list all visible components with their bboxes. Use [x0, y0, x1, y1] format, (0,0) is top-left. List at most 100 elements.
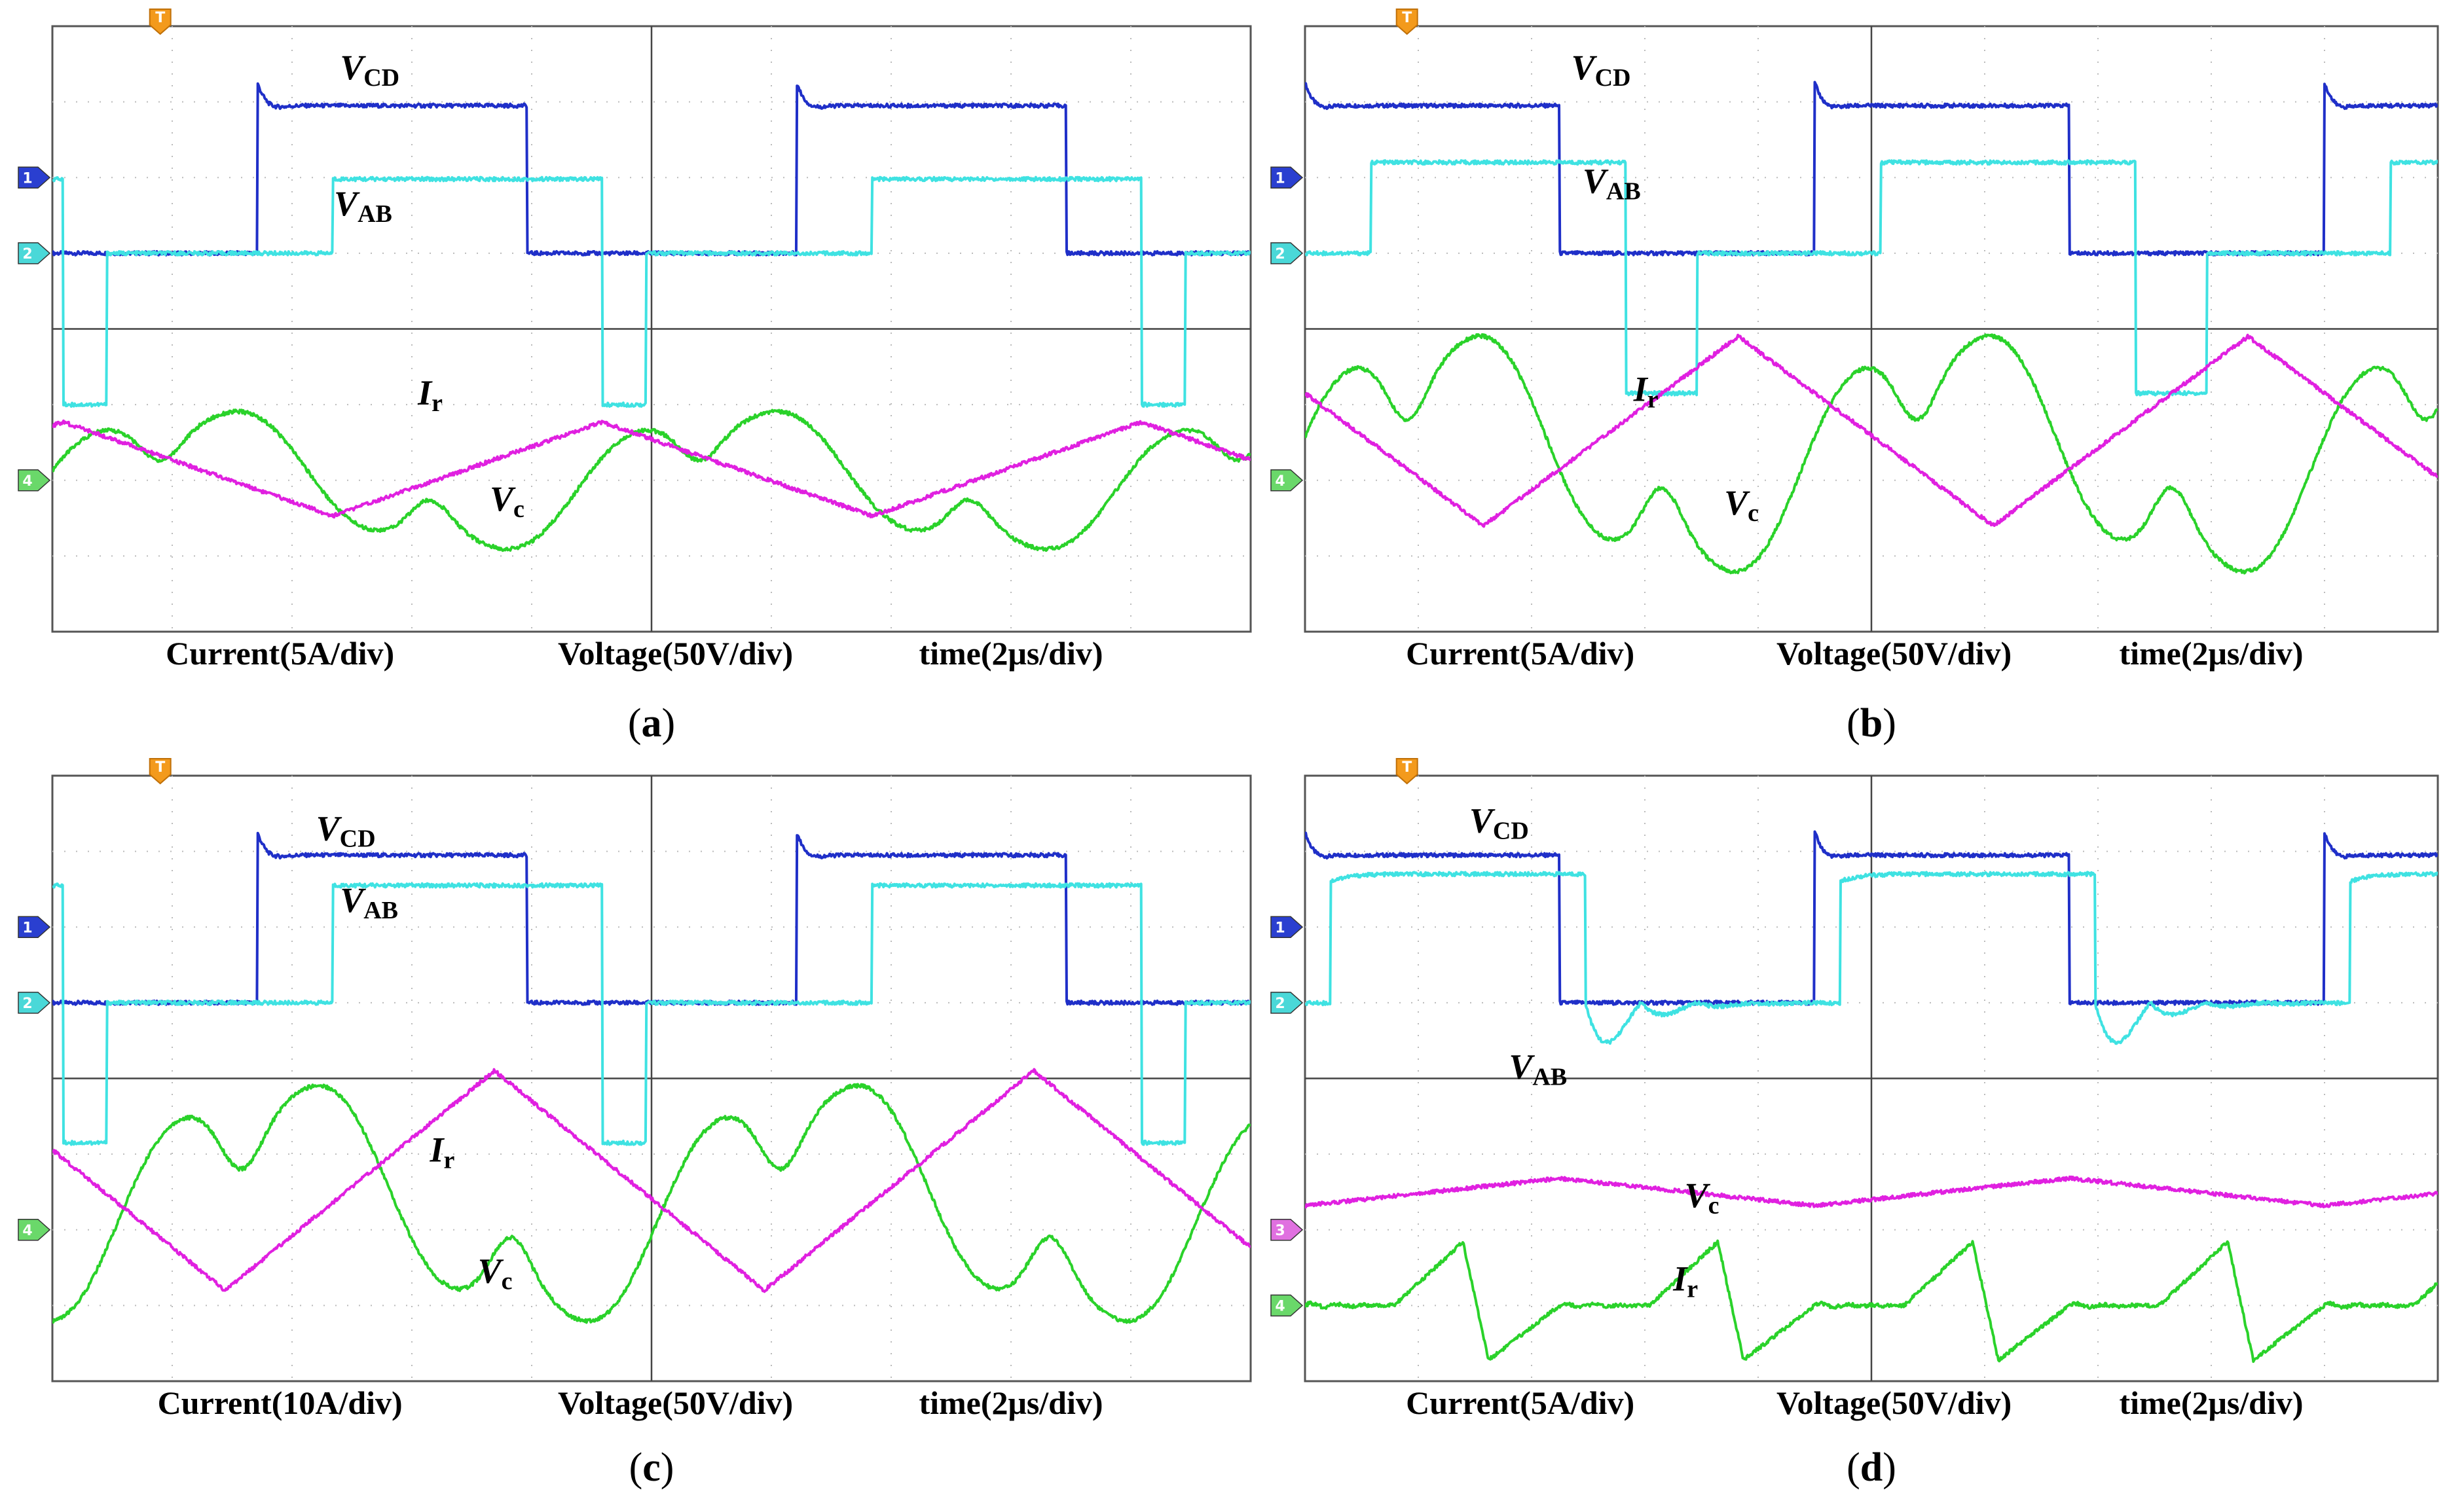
trace-label-sub: c	[502, 1268, 513, 1295]
trace-label-vab: VAB	[1509, 1047, 1567, 1091]
trace-label-vc: Vc	[1685, 1176, 1719, 1219]
trace-label-main: V	[1572, 48, 1598, 87]
trigger-label: T	[155, 10, 165, 26]
scale-readout-1: Voltage(50V/div)	[558, 635, 793, 672]
trigger-marker: T	[149, 9, 172, 35]
trace-vc	[52, 419, 1251, 519]
trigger-marker: T	[1395, 758, 1418, 785]
trace-label-vab: VAB	[1583, 161, 1641, 205]
trace-label-main: V	[1469, 801, 1496, 840]
trace-label-vcd: VCD	[1469, 801, 1529, 845]
trace-label-vcd: VCD	[316, 808, 376, 852]
trace-ir	[1305, 1239, 2438, 1364]
channel-marker-2: 2	[1270, 992, 1304, 1014]
trace-label-sub: AB	[363, 897, 398, 924]
trace-label-vab: VAB	[340, 880, 398, 924]
channel-marker-1: 1	[18, 916, 51, 938]
channel-marker-label: 3	[1275, 1223, 1285, 1239]
scale-readout-0: Current(5A/div)	[1406, 635, 1634, 672]
trace-vab	[52, 175, 1251, 408]
scale-readout-2: time(2μs/div)	[919, 1384, 1103, 1421]
trace-label-sub: AB	[358, 200, 392, 228]
channel-marker-2: 2	[18, 992, 51, 1014]
scale-readout-0: Current(10A/div)	[158, 1384, 403, 1421]
channel-marker-3: 3	[1270, 1219, 1304, 1241]
trace-label-main: V	[490, 479, 516, 518]
trace-label-sub: r	[1647, 386, 1659, 413]
trace-label-vab: VAB	[334, 184, 392, 228]
channel-marker-label: 4	[1275, 1298, 1285, 1314]
trigger-marker: T	[149, 758, 172, 785]
trace-label-main: V	[1583, 161, 1609, 200]
trace-label-vc: Vc	[490, 479, 524, 523]
channel-marker-4: 4	[18, 1219, 51, 1241]
trace-label-main: V	[334, 184, 360, 223]
panel-caption: (b)	[1847, 701, 1896, 746]
trace-label-sub: r	[443, 1147, 454, 1174]
trigger-label: T	[1402, 10, 1412, 26]
trace-label-main: V	[1724, 483, 1750, 522]
scale-readout-1: Voltage(50V/div)	[558, 1384, 793, 1421]
trace-label-sub: AB	[1606, 177, 1641, 205]
trace-label-sub: CD	[363, 64, 399, 92]
channel-marker-2: 2	[18, 242, 51, 264]
trace-label-sub: AB	[1532, 1064, 1567, 1091]
scale-readout-2: time(2μs/div)	[919, 635, 1103, 672]
channel-marker-label: 1	[22, 170, 32, 187]
trace-label-main: I	[417, 373, 433, 412]
trace-vab	[52, 882, 1251, 1146]
trace-vc	[1305, 1175, 2438, 1209]
channel-marker-4: 4	[1270, 1294, 1304, 1317]
channel-marker-1: 1	[1270, 166, 1304, 189]
trigger-marker: T	[1395, 9, 1418, 35]
channel-marker-4: 4	[18, 469, 51, 492]
trace-label-sub: r	[432, 389, 443, 417]
trace-label-sub: CD	[1595, 64, 1631, 92]
trace-label-sub: c	[1748, 499, 1759, 527]
scale-readout-2: time(2μs/div)	[2119, 1384, 2303, 1421]
trigger-label: T	[1402, 759, 1412, 776]
panel-caption: (c)	[629, 1445, 674, 1490]
trace-label-sub: c	[1708, 1192, 1719, 1219]
trace-label-main: V	[478, 1252, 504, 1291]
channel-marker-label: 2	[1275, 246, 1285, 262]
channel-marker-1: 1	[1270, 916, 1304, 938]
trace-label-sub: r	[1687, 1275, 1698, 1303]
trace-label-sub: c	[513, 496, 524, 523]
trace-label-ir: Ir	[417, 373, 443, 417]
trace-label-sub: CD	[1493, 818, 1529, 845]
channel-marker-label: 1	[22, 920, 32, 936]
channel-marker-label: 2	[22, 996, 32, 1012]
trace-label-main: V	[340, 880, 366, 920]
panel-caption: (a)	[628, 701, 675, 746]
trace-label-sub: CD	[340, 825, 376, 852]
trace-label-main: V	[1685, 1176, 1711, 1215]
channel-marker-label: 2	[22, 246, 32, 262]
trace-label-vc: Vc	[478, 1252, 513, 1295]
trace-label-main: I	[429, 1130, 445, 1170]
channel-marker-1: 1	[18, 166, 51, 189]
channel-marker-label: 1	[1275, 920, 1285, 936]
trace-vc	[1305, 333, 2438, 528]
trace-label-vc: Vc	[1724, 483, 1759, 527]
panel-caption: (d)	[1847, 1445, 1896, 1490]
channel-marker-label: 4	[22, 473, 32, 490]
trace-ir	[52, 408, 1251, 552]
trace-label-vcd: VCD	[1572, 48, 1631, 92]
trace-vcd	[1305, 830, 2438, 1006]
trace-label-main: I	[1633, 369, 1649, 408]
trace-label-main: V	[1509, 1047, 1535, 1087]
channel-marker-label: 4	[22, 1223, 32, 1239]
trace-label-vcd: VCD	[340, 48, 399, 92]
trace-label-main: V	[316, 808, 342, 848]
trace-label-main: V	[340, 48, 366, 87]
scale-readout-2: time(2μs/div)	[2119, 635, 2303, 672]
trace-ir	[1305, 333, 2438, 575]
trace-label-main: I	[1672, 1259, 1688, 1298]
scale-readout-0: Current(5A/div)	[166, 635, 394, 672]
scale-readout-0: Current(5A/div)	[1406, 1384, 1634, 1421]
